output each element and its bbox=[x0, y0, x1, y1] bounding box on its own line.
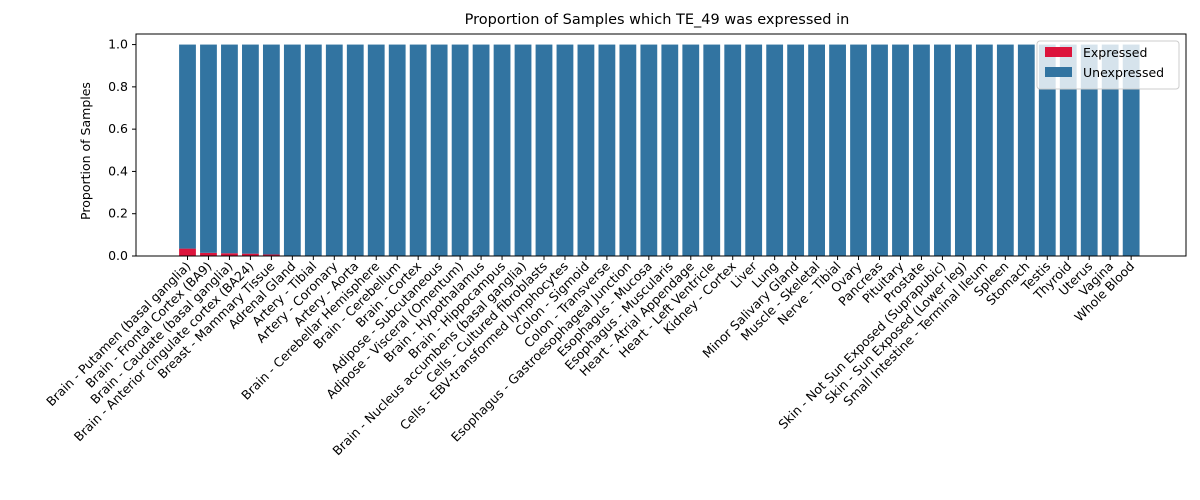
bar-unexpressed-0 bbox=[179, 44, 196, 249]
bar-unexpressed-9 bbox=[367, 44, 385, 256]
bar-unexpressed-23 bbox=[661, 44, 679, 256]
bar-unexpressed-30 bbox=[808, 44, 825, 256]
chart-title: Proportion of Samples which TE_49 was ex… bbox=[465, 12, 850, 28]
y-tick-label: 1.0 bbox=[108, 37, 128, 52]
legend-label-unexpressed: Unexpressed bbox=[1083, 65, 1164, 80]
y-axis-ticks: 0.0 0.2 0.4 0.6 0.8 1.0 bbox=[108, 37, 136, 263]
y-tick-label: 0.6 bbox=[108, 121, 128, 136]
bar-unexpressed-37 bbox=[954, 44, 972, 256]
bar-unexpressed-26 bbox=[724, 44, 742, 256]
bar-unexpressed-12 bbox=[430, 44, 448, 256]
bar-unexpressed-8 bbox=[346, 44, 364, 256]
bar-unexpressed-5 bbox=[283, 44, 301, 256]
bar-unexpressed-22 bbox=[640, 44, 658, 256]
bar-unexpressed-19 bbox=[577, 44, 595, 256]
legend-frame bbox=[1036, 40, 1180, 90]
bar-unexpressed-38 bbox=[975, 44, 993, 256]
bar-unexpressed-18 bbox=[556, 44, 574, 256]
y-tick-label: 0.2 bbox=[108, 206, 128, 221]
y-axis-label: Proportion of Samples bbox=[78, 82, 93, 220]
legend-swatch-expressed bbox=[1045, 47, 1072, 57]
bar-unexpressed-45 bbox=[1122, 44, 1140, 256]
bar-unexpressed-33 bbox=[871, 44, 888, 256]
bar-expressed-2 bbox=[221, 253, 238, 256]
bar-unexpressed-11 bbox=[409, 44, 427, 256]
bar-unexpressed-4 bbox=[262, 44, 280, 255]
bar-unexpressed-7 bbox=[325, 44, 343, 256]
bar-unexpressed-15 bbox=[493, 44, 511, 256]
bar-unexpressed-42 bbox=[1059, 44, 1077, 256]
bar-unexpressed-36 bbox=[934, 44, 951, 256]
bar-unexpressed-20 bbox=[598, 44, 616, 256]
bar-expressed-3 bbox=[242, 253, 259, 256]
bar-unexpressed-14 bbox=[472, 44, 490, 256]
bar-unexpressed-3 bbox=[242, 44, 259, 254]
legend: Expressed Unexpressed bbox=[1036, 40, 1180, 90]
bar-expressed-1 bbox=[200, 252, 217, 256]
bar-unexpressed-6 bbox=[304, 44, 322, 256]
bar-unexpressed-28 bbox=[766, 44, 784, 256]
plot-frame bbox=[135, 33, 1187, 257]
bar-expressed-0 bbox=[179, 248, 196, 256]
bar-unexpressed-39 bbox=[996, 44, 1014, 256]
bar-expressed-4 bbox=[262, 254, 280, 256]
bar-unexpressed-44 bbox=[1101, 44, 1119, 256]
y-tick-label: 0.0 bbox=[108, 248, 128, 263]
bar-unexpressed-25 bbox=[703, 44, 721, 256]
legend-swatch-unexpressed bbox=[1045, 67, 1072, 77]
bar-unexpressed-17 bbox=[535, 44, 553, 256]
bar-unexpressed-35 bbox=[913, 44, 930, 256]
bar-unexpressed-27 bbox=[745, 44, 763, 256]
bars-layer bbox=[179, 44, 1140, 256]
bar-unexpressed-16 bbox=[514, 44, 532, 256]
bar-unexpressed-24 bbox=[682, 44, 700, 256]
bar-unexpressed-40 bbox=[1017, 44, 1035, 256]
bar-unexpressed-31 bbox=[829, 44, 846, 256]
bar-unexpressed-34 bbox=[892, 44, 909, 256]
bar-unexpressed-32 bbox=[850, 44, 867, 256]
bar-unexpressed-2 bbox=[221, 44, 238, 254]
bar-unexpressed-21 bbox=[619, 44, 637, 256]
bar-unexpressed-41 bbox=[1038, 44, 1056, 256]
bar-unexpressed-13 bbox=[451, 44, 469, 256]
bar-unexpressed-43 bbox=[1080, 44, 1098, 256]
x-axis-ticks: Brain - Putamen (basal ganglia)Brain - F… bbox=[43, 256, 1137, 458]
bar-unexpressed-10 bbox=[388, 44, 406, 256]
bar-unexpressed-1 bbox=[200, 44, 217, 253]
legend-label-expressed: Expressed bbox=[1083, 45, 1147, 60]
bar-unexpressed-29 bbox=[787, 44, 805, 256]
y-tick-label: 0.8 bbox=[108, 79, 128, 94]
y-tick-label: 0.4 bbox=[108, 163, 128, 178]
